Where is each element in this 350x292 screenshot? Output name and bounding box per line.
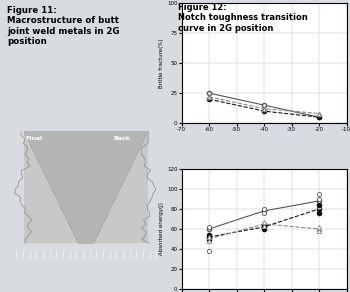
Y-axis label: Brittle fracture(%): Brittle fracture(%) [159,38,164,88]
Point [206,249,212,253]
Polygon shape [24,132,148,243]
Point [316,225,322,229]
Point [261,227,267,231]
Point [261,224,267,228]
Text: Figure 12:
Notch toughness transition
curve in 2G position: Figure 12: Notch toughness transition cu… [178,3,308,33]
Text: Final: Final [26,136,43,141]
Point [261,223,267,227]
Point [206,233,212,237]
Point [316,205,322,209]
Point [206,237,212,241]
Point [316,211,322,215]
Text: Figure 11:
Macrostructure of butt
joint weld metals in 2G
position: Figure 11: Macrostructure of butt joint … [7,6,119,46]
Point [316,197,322,201]
Point [261,211,267,215]
Point [316,203,322,207]
Text: Back: Back [114,136,131,141]
Y-axis label: Absorbed energy(J): Absorbed energy(J) [159,203,164,256]
Point [206,239,212,243]
Point [261,206,267,211]
Polygon shape [24,132,148,243]
Point [316,192,322,196]
Point [206,225,212,229]
Point [316,229,322,233]
Point [261,220,267,224]
Point [206,235,212,239]
